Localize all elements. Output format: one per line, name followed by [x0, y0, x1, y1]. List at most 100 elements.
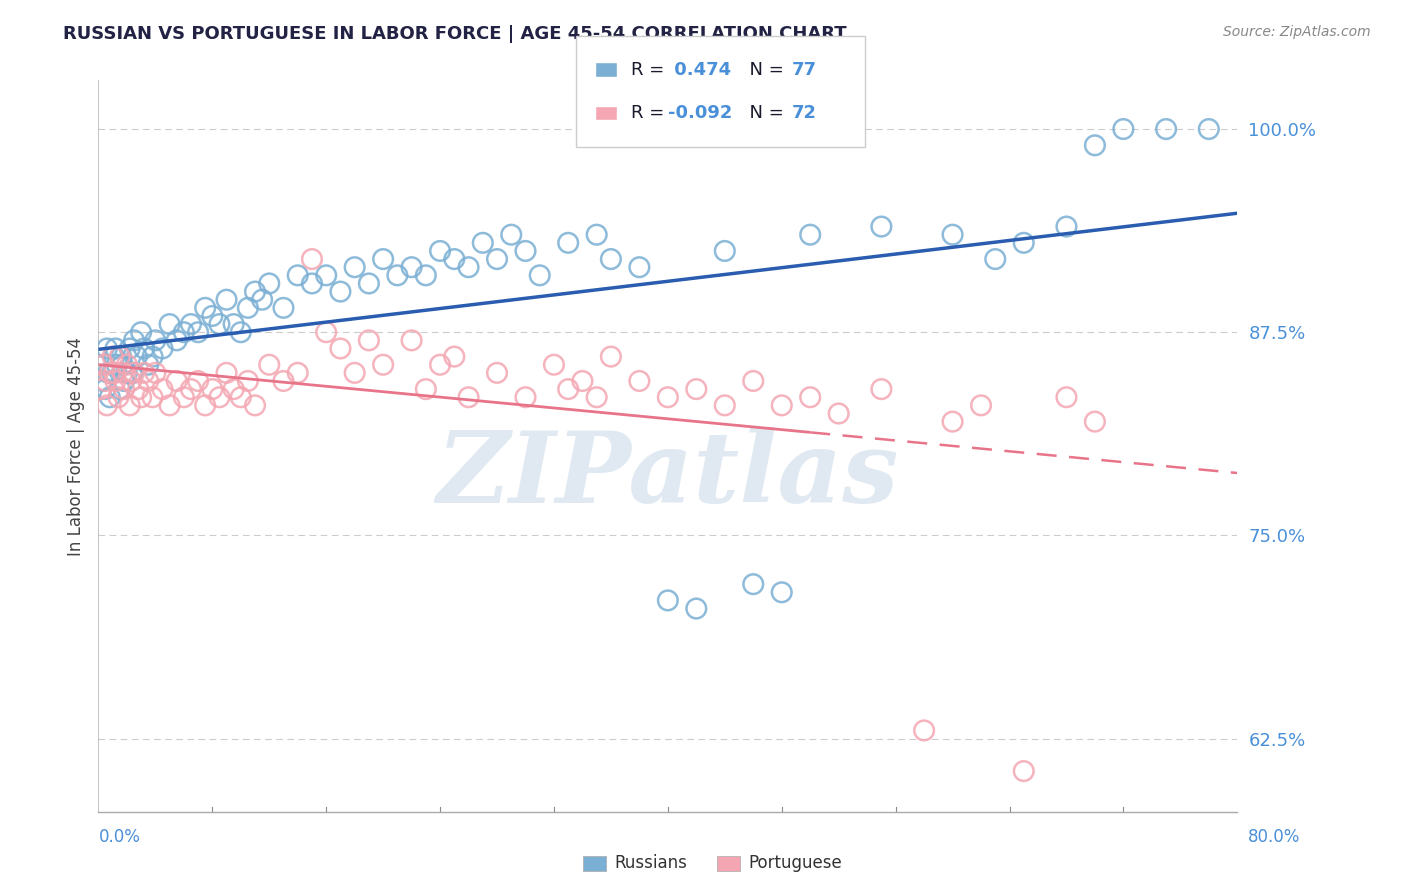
- Point: [984, 252, 1007, 266]
- Point: [714, 398, 737, 412]
- Point: [329, 285, 352, 299]
- Point: [770, 585, 793, 599]
- Point: [387, 268, 409, 283]
- Point: [515, 390, 537, 404]
- Point: [125, 350, 148, 364]
- Point: [103, 366, 125, 380]
- Point: [543, 358, 565, 372]
- Point: [127, 382, 149, 396]
- Text: 72: 72: [792, 104, 817, 122]
- Point: [104, 374, 127, 388]
- Point: [250, 293, 273, 307]
- Point: [98, 390, 121, 404]
- Text: -0.092: -0.092: [668, 104, 733, 122]
- Text: 0.0%: 0.0%: [98, 828, 141, 846]
- Point: [187, 374, 209, 388]
- Point: [222, 317, 245, 331]
- Point: [415, 268, 437, 283]
- Point: [112, 374, 135, 388]
- Point: [91, 374, 114, 388]
- Point: [457, 260, 479, 275]
- Text: R =: R =: [631, 61, 671, 78]
- Point: [122, 366, 145, 380]
- Point: [685, 382, 707, 396]
- Point: [236, 301, 259, 315]
- Point: [112, 382, 135, 396]
- Point: [122, 334, 145, 348]
- Point: [94, 374, 117, 388]
- Point: [443, 350, 465, 364]
- Point: [141, 390, 163, 404]
- Point: [141, 350, 163, 364]
- Point: [942, 227, 965, 242]
- Point: [93, 358, 115, 372]
- Point: [98, 366, 121, 380]
- Point: [912, 723, 935, 738]
- Point: [110, 350, 132, 364]
- Point: [301, 252, 323, 266]
- Point: [215, 293, 238, 307]
- Point: [401, 334, 423, 348]
- Point: [486, 252, 509, 266]
- Point: [94, 382, 117, 396]
- Point: [103, 350, 125, 364]
- Y-axis label: In Labor Force | Age 45-54: In Labor Force | Age 45-54: [66, 336, 84, 556]
- Point: [415, 382, 437, 396]
- Text: R =: R =: [631, 104, 671, 122]
- Point: [1012, 235, 1035, 250]
- Text: Portuguese: Portuguese: [748, 855, 842, 872]
- Point: [243, 398, 266, 412]
- Point: [152, 382, 174, 396]
- Point: [118, 398, 141, 412]
- Point: [371, 358, 394, 372]
- Point: [180, 382, 202, 396]
- Point: [429, 358, 451, 372]
- Point: [585, 390, 607, 404]
- Point: [628, 260, 651, 275]
- Point: [515, 244, 537, 258]
- Point: [136, 374, 159, 388]
- Point: [222, 382, 245, 396]
- Text: N =: N =: [738, 104, 790, 122]
- Point: [942, 415, 965, 429]
- Point: [443, 252, 465, 266]
- Point: [685, 601, 707, 615]
- Point: [529, 268, 551, 283]
- Point: [96, 342, 118, 356]
- Point: [118, 342, 141, 356]
- Point: [1056, 219, 1078, 234]
- Point: [145, 366, 167, 380]
- Point: [600, 350, 623, 364]
- Text: RUSSIAN VS PORTUGUESE IN LABOR FORCE | AGE 45-54 CORRELATION CHART: RUSSIAN VS PORTUGUESE IN LABOR FORCE | A…: [63, 25, 846, 43]
- Point: [799, 227, 821, 242]
- Point: [93, 358, 115, 372]
- Point: [970, 398, 993, 412]
- Point: [166, 374, 188, 388]
- Point: [173, 325, 195, 339]
- Point: [315, 268, 337, 283]
- Point: [208, 317, 231, 331]
- Point: [870, 219, 893, 234]
- Point: [657, 593, 679, 607]
- Point: [111, 366, 134, 380]
- Point: [600, 252, 623, 266]
- Point: [471, 235, 494, 250]
- Point: [111, 358, 134, 372]
- Point: [770, 398, 793, 412]
- Point: [243, 285, 266, 299]
- Point: [108, 350, 131, 364]
- Point: [457, 390, 479, 404]
- Point: [870, 382, 893, 396]
- Point: [371, 252, 394, 266]
- Point: [96, 398, 118, 412]
- Point: [799, 390, 821, 404]
- Point: [90, 382, 112, 396]
- Point: [120, 374, 142, 388]
- Point: [159, 317, 181, 331]
- Point: [343, 260, 366, 275]
- Point: [145, 334, 167, 348]
- Text: N =: N =: [738, 61, 790, 78]
- Point: [357, 277, 380, 291]
- Point: [121, 366, 143, 380]
- Point: [101, 350, 124, 364]
